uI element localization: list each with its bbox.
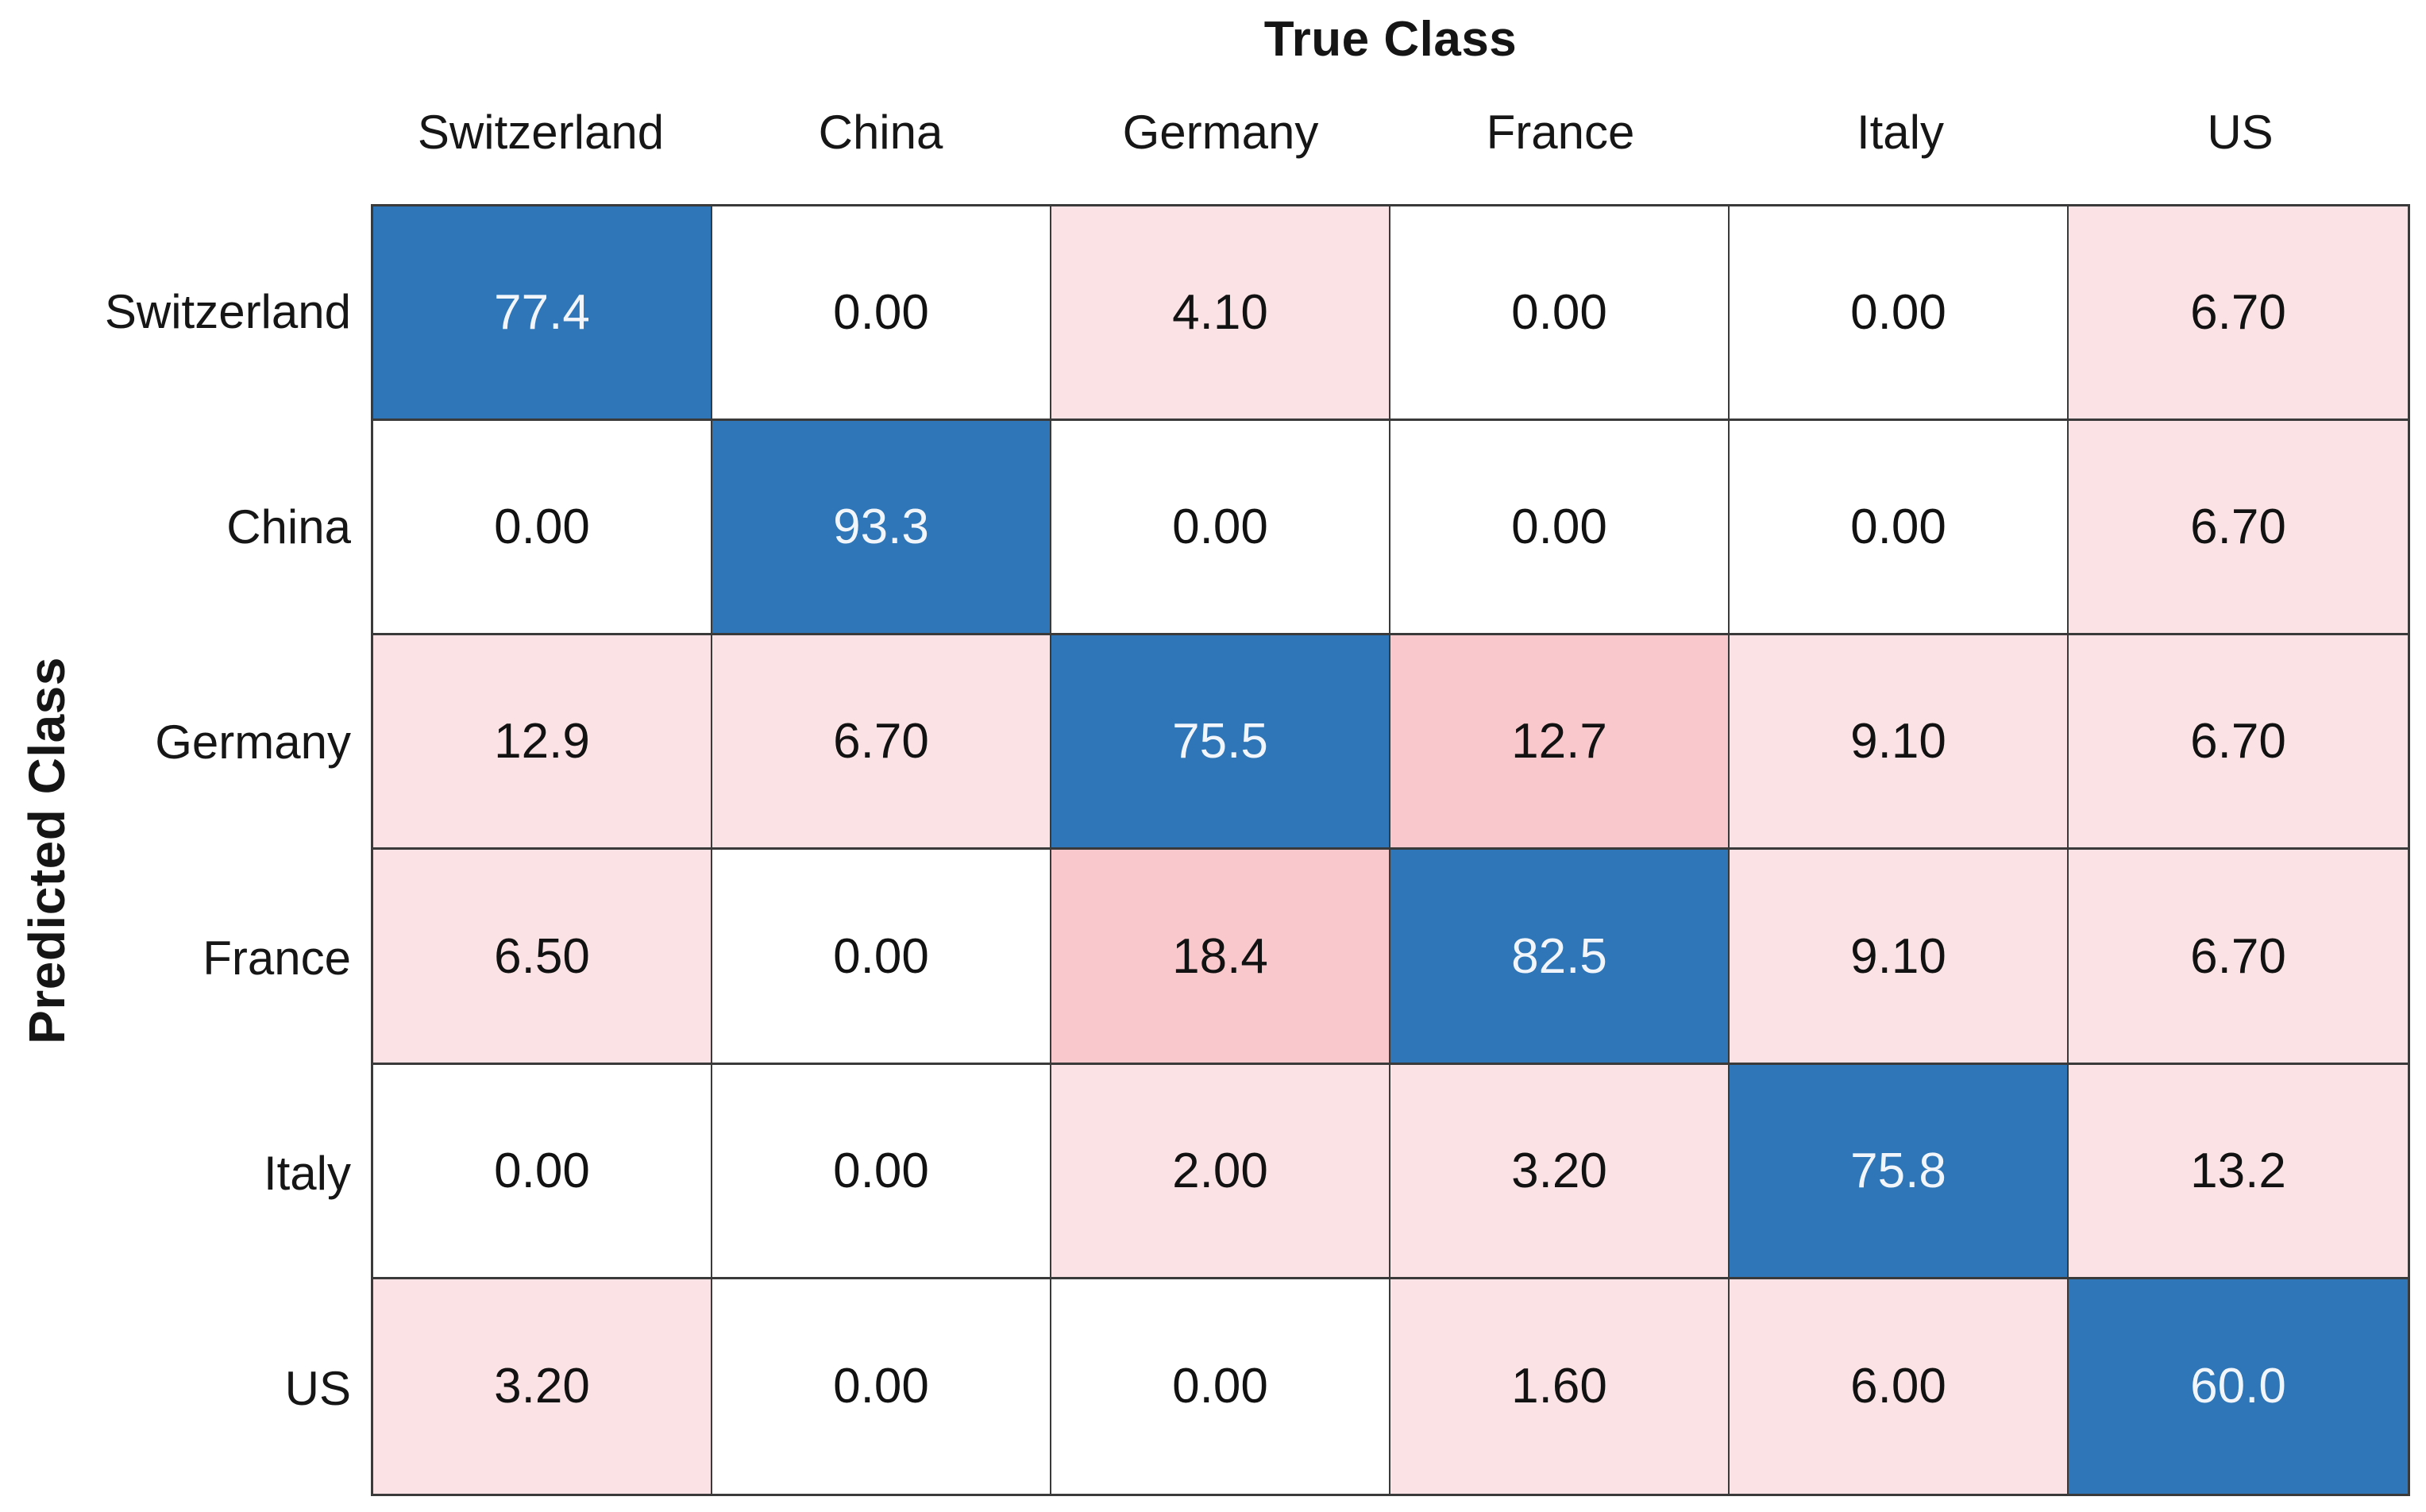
column-headers: Switzerland China Germany France Italy US <box>371 89 2410 175</box>
matrix-cell: 12.7 <box>1390 635 1730 850</box>
matrix-cell: 1.60 <box>1390 1279 1730 1494</box>
column-header-france: France <box>1486 105 1635 159</box>
matrix-cell: 0.00 <box>712 1279 1051 1494</box>
matrix-cell: 3.20 <box>373 1279 712 1494</box>
y-axis-title-container: Predicted Class <box>0 204 94 1496</box>
y-axis-title: Predicted Class <box>18 656 75 1044</box>
matrix-cell: 0.00 <box>373 1064 712 1279</box>
matrix-cell: 82.5 <box>1390 850 1730 1065</box>
matrix-cell: 0.00 <box>1390 421 1730 636</box>
matrix-cell: 0.00 <box>373 421 712 636</box>
matrix-cell: 0.00 <box>1730 206 2069 422</box>
matrix-cell: 9.10 <box>1730 850 2069 1065</box>
matrix-cell: 13.2 <box>2069 1064 2408 1279</box>
matrix-cell: 9.10 <box>1730 635 2069 850</box>
matrix-cell: 0.00 <box>1051 421 1390 636</box>
matrix-cell: 6.70 <box>2069 421 2408 636</box>
matrix-cell: 75.8 <box>1730 1064 2069 1279</box>
column-header-switzerland: Switzerland <box>417 105 665 159</box>
column-header-us: US <box>2207 105 2274 159</box>
matrix-cell: 60.0 <box>2069 1279 2408 1494</box>
matrix-cell: 4.10 <box>1051 206 1390 422</box>
row-label-switzerland: Switzerland <box>104 285 351 339</box>
matrix-cell: 0.00 <box>1390 206 1730 422</box>
matrix-cell: 0.00 <box>712 206 1051 422</box>
column-header-germany: Germany <box>1122 105 1319 159</box>
matrix-cell: 6.70 <box>712 635 1051 850</box>
x-axis-title: True Class <box>1263 12 1518 67</box>
row-labels: Switzerland China Germany France Italy US <box>94 204 356 1496</box>
row-label-us: US <box>284 1361 351 1415</box>
row-label-italy: Italy <box>263 1146 351 1200</box>
matrix-cell: 6.70 <box>2069 635 2408 850</box>
matrix-cell: 0.00 <box>712 1064 1051 1279</box>
matrix-cell: 3.20 <box>1390 1064 1730 1279</box>
matrix-cell: 18.4 <box>1051 850 1390 1065</box>
matrix-cell: 75.5 <box>1051 635 1390 850</box>
row-label-china: China <box>226 500 351 554</box>
matrix-cell: 0.00 <box>712 850 1051 1065</box>
matrix-cell: 93.3 <box>712 421 1051 636</box>
matrix-cell: 12.9 <box>373 635 712 850</box>
row-label-germany: Germany <box>155 716 351 770</box>
matrix-cell: 6.50 <box>373 850 712 1065</box>
column-header-italy: Italy <box>1856 105 1945 159</box>
column-header-china: China <box>818 105 943 159</box>
matrix-cell: 0.00 <box>1051 1279 1390 1494</box>
matrix-cell: 0.00 <box>1730 421 2069 636</box>
matrix-cell: 77.4 <box>373 206 712 422</box>
matrix-grid: 77.4 0.00 4.10 0.00 0.00 6.70 0.00 93.3 0.00 0.00… <box>371 204 2410 1496</box>
matrix-cell: 2.00 <box>1051 1064 1390 1279</box>
matrix-cell: 6.00 <box>1730 1279 2069 1494</box>
matrix-cell: 6.70 <box>2069 850 2408 1065</box>
matrix-cell: 6.70 <box>2069 206 2408 422</box>
row-label-france: France <box>202 931 351 985</box>
